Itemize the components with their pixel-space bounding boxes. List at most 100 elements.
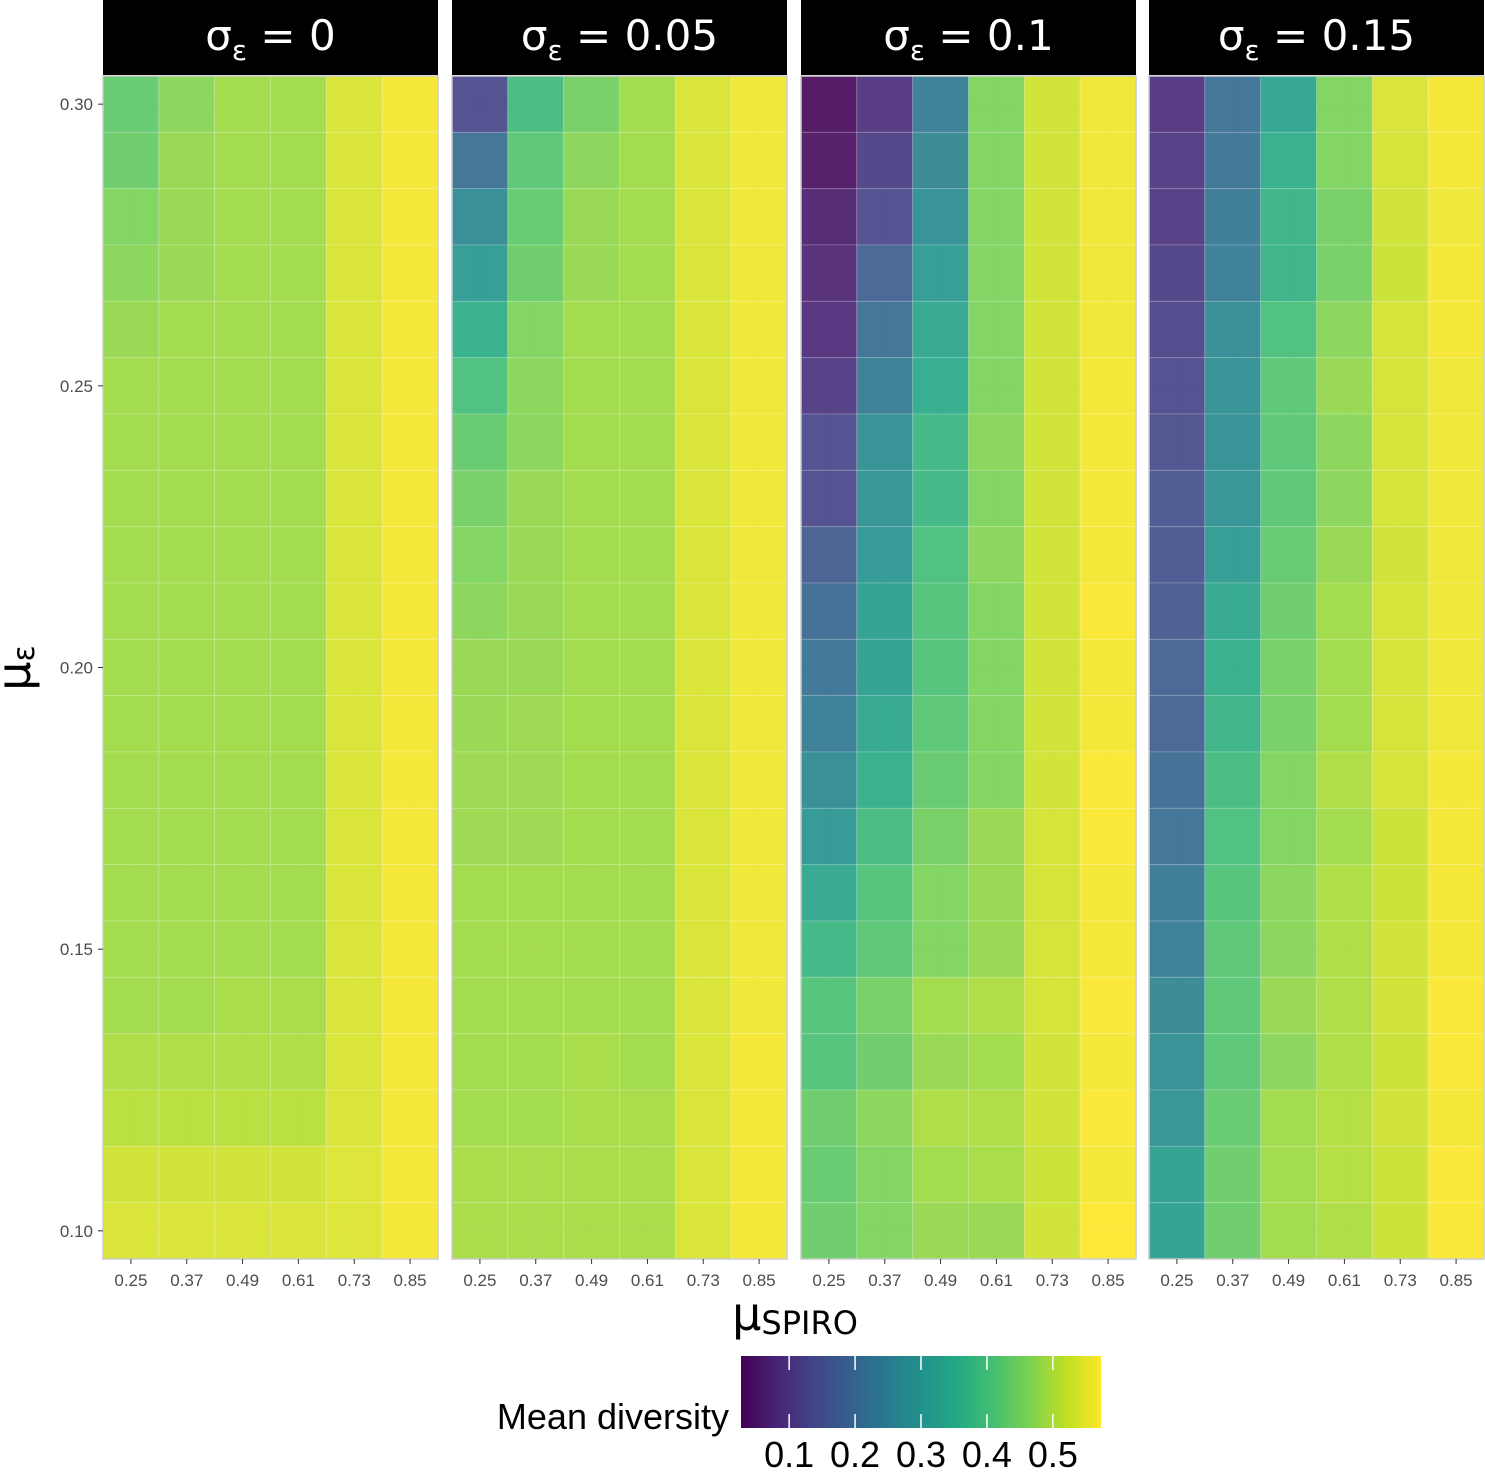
- heatmap-tile: [507, 1033, 565, 1091]
- heatmap-tile: [102, 1202, 160, 1260]
- heatmap-tile: [674, 1089, 732, 1147]
- heatmap-tile: [507, 582, 565, 640]
- heatmap-tile: [1079, 807, 1137, 866]
- heatmap-tile: [1148, 1089, 1206, 1147]
- heatmap-tile: [912, 751, 970, 809]
- heatmap-tile: [102, 131, 160, 190]
- heatmap-tile: [619, 300, 676, 359]
- heatmap-tile: [856, 920, 914, 978]
- heatmap-tile: [1316, 1145, 1373, 1204]
- heatmap-tile: [381, 526, 439, 584]
- heatmap-tile: [325, 526, 383, 584]
- heatmap-tile: [451, 695, 509, 753]
- heatmap-tile: [507, 807, 565, 866]
- heatmap-tile: [730, 864, 788, 922]
- heatmap-tile: [1371, 864, 1429, 922]
- facet-panel: σε = 0.1 0.25 0.37 0.49 0.61 0.73 0.85: [800, 0, 1137, 1290]
- heatmap-tile: [563, 469, 621, 528]
- heatmap-tile: [1371, 188, 1429, 246]
- y-axis-title-sub: ε: [7, 645, 42, 661]
- heatmap-tile: [1023, 469, 1081, 528]
- heatmap-tile: [968, 188, 1025, 246]
- heatmap-tile: [1371, 1089, 1429, 1147]
- heatmap-tile: [1148, 807, 1206, 866]
- heatmap-tile: [619, 1089, 676, 1147]
- heatmap-tile: [381, 469, 439, 528]
- heatmap-tile: [1023, 751, 1081, 809]
- heatmap-tile: [381, 864, 439, 922]
- heatmap-tile: [674, 469, 732, 528]
- heatmap-tile: [1427, 864, 1485, 922]
- heatmap-tile: [1204, 976, 1262, 1035]
- heatmap-tile: [912, 1033, 970, 1091]
- heatmap-tile: [214, 582, 272, 640]
- heatmap-tile: [1316, 638, 1373, 697]
- colorbar-legend: Mean diversity 0.1 0.2 0.3 0.4 0.5: [497, 1356, 1101, 1475]
- heatmap-tile: [730, 188, 788, 246]
- heatmap-tile: [325, 751, 383, 809]
- heatmap-tile: [800, 413, 858, 471]
- heatmap-tile: [381, 188, 439, 246]
- heatmap-tile: [325, 469, 383, 528]
- heatmap-tile: [1148, 300, 1206, 359]
- heatmap-tile: [1371, 751, 1429, 809]
- heatmap-tile: [1079, 920, 1137, 978]
- heatmap-tile: [507, 751, 565, 809]
- heatmap-tile: [1427, 695, 1485, 753]
- facet-strip-label: σε = 0.05: [521, 11, 718, 67]
- heatmap-tile: [1371, 807, 1429, 866]
- heatmap-tile: [1079, 582, 1137, 640]
- heatmap-tile: [507, 920, 565, 978]
- heatmap-tile: [1204, 357, 1262, 415]
- heatmap-tile: [1316, 1202, 1373, 1260]
- heatmap-tile: [381, 244, 439, 302]
- heatmap-tile: [270, 582, 327, 640]
- heatmap-tile: [1079, 1145, 1137, 1204]
- heatmap-tile: [451, 920, 509, 978]
- heatmap-tile: [270, 1033, 327, 1091]
- heatmap-tile: [1148, 920, 1206, 978]
- heatmap-tile: [1371, 469, 1429, 528]
- heatmap-tile: [451, 244, 509, 302]
- x-tick-label: 0.61: [980, 1271, 1013, 1290]
- heatmap-tile: [451, 75, 509, 133]
- heatmap-tile: [1427, 75, 1485, 133]
- strip-label-subscript: ε: [232, 34, 247, 67]
- heatmap-tile: [619, 1145, 676, 1204]
- heatmap-tile: [214, 526, 272, 584]
- heatmap-tile: [1148, 1033, 1206, 1091]
- heatmap-tile: [563, 920, 621, 978]
- heatmap-tile: [563, 244, 621, 302]
- heatmap-tile: [619, 920, 676, 978]
- heatmap-tile: [158, 920, 216, 978]
- heatmap-tile: [451, 413, 509, 471]
- heatmap-tile: [800, 1033, 858, 1091]
- heatmap-tile: [1079, 413, 1137, 471]
- heatmap-tile: [214, 357, 272, 415]
- heatmap-tile: [1260, 751, 1317, 809]
- heatmap-tile: [1204, 526, 1262, 584]
- facet-strip: [452, 0, 787, 75]
- x-tick-label: 0.25: [812, 1271, 845, 1290]
- heatmap-tile: [1316, 1033, 1373, 1091]
- heatmap-tile: [102, 188, 160, 246]
- y-axis-title: με: [0, 645, 42, 691]
- heatmap-tile: [270, 695, 327, 753]
- heatmap-tile: [563, 638, 621, 697]
- heatmap-tile: [1260, 920, 1317, 978]
- heatmap-tile: [563, 582, 621, 640]
- heatmap-tile: [856, 526, 914, 584]
- heatmap-tile: [214, 300, 272, 359]
- heatmap-tile: [619, 1202, 676, 1260]
- heatmap-tile: [730, 413, 788, 471]
- heatmap-tile: [800, 582, 858, 640]
- heatmap-tile: [1371, 300, 1429, 359]
- heatmap-tile: [1023, 1202, 1081, 1260]
- x-axis-title-sub: SPIRO: [761, 1304, 857, 1342]
- heatmap-tile: [1427, 413, 1485, 471]
- heatmap-tile: [968, 131, 1025, 190]
- heatmap-tile: [1204, 75, 1262, 133]
- facet-panel: σε = 0 0.25 0.37 0.49 0.61 0.73 0.85: [102, 0, 439, 1290]
- heatmap-tile: [1427, 920, 1485, 978]
- heatmap-tile: [325, 75, 383, 133]
